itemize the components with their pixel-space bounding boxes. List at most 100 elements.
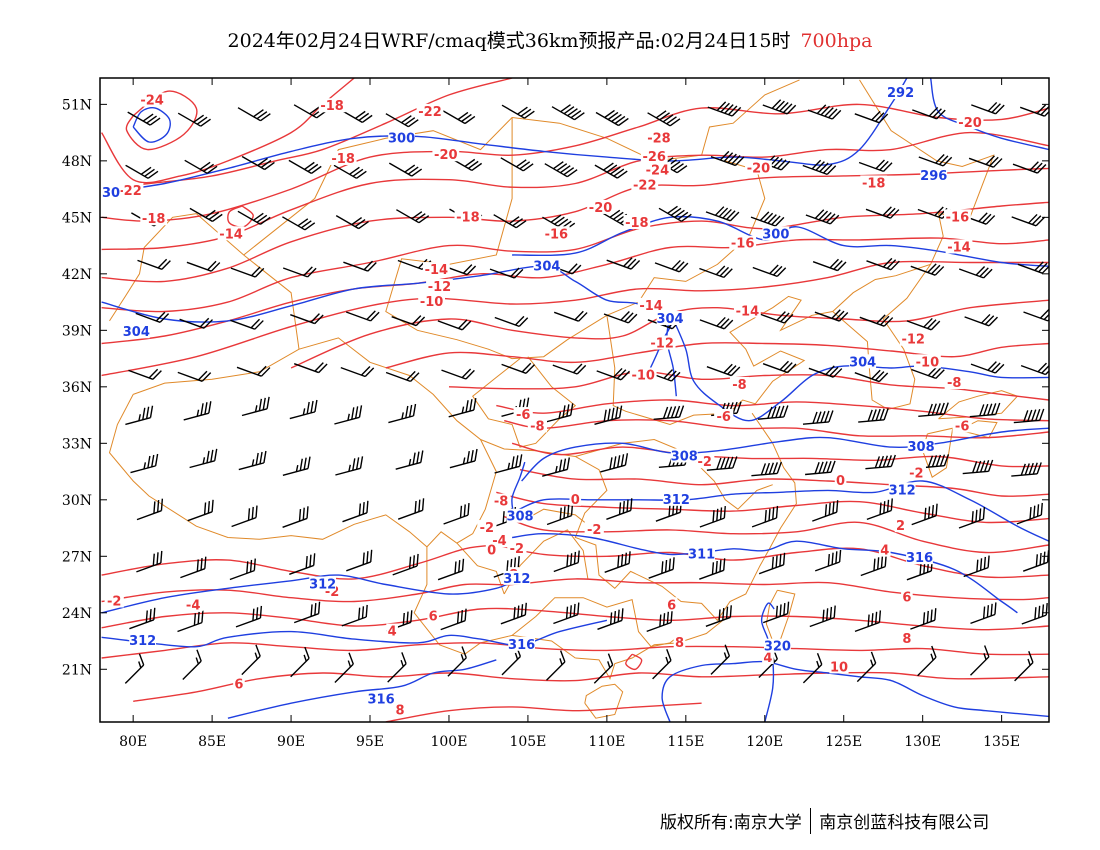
wind-barb <box>237 107 271 122</box>
temperature-label: -8 <box>947 376 961 391</box>
height-label: 300 <box>762 227 789 242</box>
temperature-label-bg <box>587 199 614 214</box>
height-label-bg <box>101 184 121 199</box>
wind-barb <box>180 556 207 579</box>
height-contour <box>521 427 1049 482</box>
wind-barb <box>802 159 837 176</box>
wind-barb <box>962 459 994 475</box>
pressure-level-label: 700hpa <box>800 30 873 52</box>
temperature-label-bg <box>427 608 439 623</box>
temperature-contour <box>101 607 1049 631</box>
wind-barb <box>282 216 316 231</box>
temperature-label-bg <box>673 634 686 649</box>
wind-barb <box>593 653 614 684</box>
temperature-label-bg <box>645 130 673 145</box>
title-text: 2024年02月24日WRF/cmaq模式36km预报产品:02月24日15时 <box>227 30 791 52</box>
wind-barb <box>603 311 638 324</box>
wind-barb <box>757 405 789 420</box>
temperature-label-bg <box>318 98 346 113</box>
wind-barb <box>858 408 889 423</box>
lat-label: 45N <box>62 210 92 226</box>
wind-barb <box>442 109 476 125</box>
lat-label: 42N <box>62 267 92 283</box>
boundary-line <box>472 356 577 448</box>
wind-barb <box>707 101 742 117</box>
height-label: 308 <box>908 440 935 455</box>
temperature-label-bg <box>140 211 168 226</box>
wind-barb <box>385 113 419 128</box>
height-label-bg <box>309 576 337 591</box>
wind-barb <box>229 558 256 581</box>
height-label-bg <box>670 448 698 463</box>
temperature-label-bg <box>629 367 657 382</box>
wind-barb <box>971 101 1005 115</box>
height-label: 312 <box>129 634 156 649</box>
temperature-label: -10 <box>420 295 444 310</box>
temperature-label: -2 <box>480 521 494 536</box>
wind-barb <box>856 651 877 683</box>
wind-barb <box>812 500 839 522</box>
temperature-label: 2 <box>896 519 905 534</box>
height-label: 316 <box>367 692 394 707</box>
wind-barb <box>805 460 836 476</box>
temperature-label-bg <box>729 235 757 250</box>
wind-barb <box>604 551 631 573</box>
height-contour <box>101 574 521 614</box>
height-contour <box>227 659 497 719</box>
height-label-bg <box>367 691 395 706</box>
height-labels: 292 300 296 30 300 304 304 304 304 308 308 312 312 30… <box>101 85 947 707</box>
wind-barb <box>866 498 893 521</box>
wind-barb <box>865 454 896 470</box>
wind-barb <box>230 266 265 278</box>
temperature-label: -10 <box>916 355 940 370</box>
height-label: 296 <box>920 169 947 184</box>
height-label: 304 <box>656 312 683 327</box>
temperature-contour <box>504 419 1049 439</box>
temperature-label-bg <box>454 209 482 224</box>
temperature-label: 6 <box>902 591 911 606</box>
wind-barb <box>758 552 786 575</box>
temperature-label: -16 <box>946 210 970 225</box>
temperature-label: -14 <box>425 263 449 278</box>
wind-barb <box>448 398 477 418</box>
temperature-label-bg <box>894 518 907 533</box>
wind-barb <box>489 267 524 279</box>
temperature-contour <box>101 642 1049 659</box>
wind-barb <box>493 214 527 229</box>
wind-barb <box>392 553 419 576</box>
lon-label: 130E <box>904 734 941 750</box>
temperature-contour <box>227 205 254 228</box>
wind-barb <box>437 319 472 331</box>
temperature-contour <box>133 671 1049 702</box>
wind-barb <box>865 206 900 219</box>
temperature-label-bg <box>714 408 734 423</box>
wind-barb <box>343 260 377 272</box>
temperature-label: -18 <box>142 212 166 227</box>
height-label: 30 <box>102 186 120 201</box>
temperature-label-bg <box>569 491 582 506</box>
wind-barb <box>388 162 423 177</box>
wind-barb <box>396 209 430 224</box>
temperature-label-bg <box>734 303 761 318</box>
height-label-bg <box>688 546 716 561</box>
wind-barb <box>970 361 1005 374</box>
wind-barb <box>177 370 212 382</box>
wind-barb <box>179 317 213 329</box>
height-contour <box>511 480 1049 542</box>
wind-barb <box>189 207 223 223</box>
temperature-label: -14 <box>639 299 663 314</box>
temperature-label-bg <box>899 331 927 346</box>
height-label-bg <box>920 167 948 182</box>
boundary-line <box>456 542 505 595</box>
wind-barb <box>648 557 675 579</box>
wind-barb <box>705 605 732 627</box>
temperature-label: -20 <box>747 161 771 176</box>
temperature-label: -18 <box>456 210 480 225</box>
wind-barb <box>854 369 889 383</box>
temperature-label: -24 <box>140 94 164 109</box>
height-contour <box>511 461 526 515</box>
wind-barb <box>970 602 997 625</box>
temperature-label: -20 <box>958 116 982 131</box>
temperature-label-bg <box>477 520 497 535</box>
wind-barb <box>500 157 534 172</box>
